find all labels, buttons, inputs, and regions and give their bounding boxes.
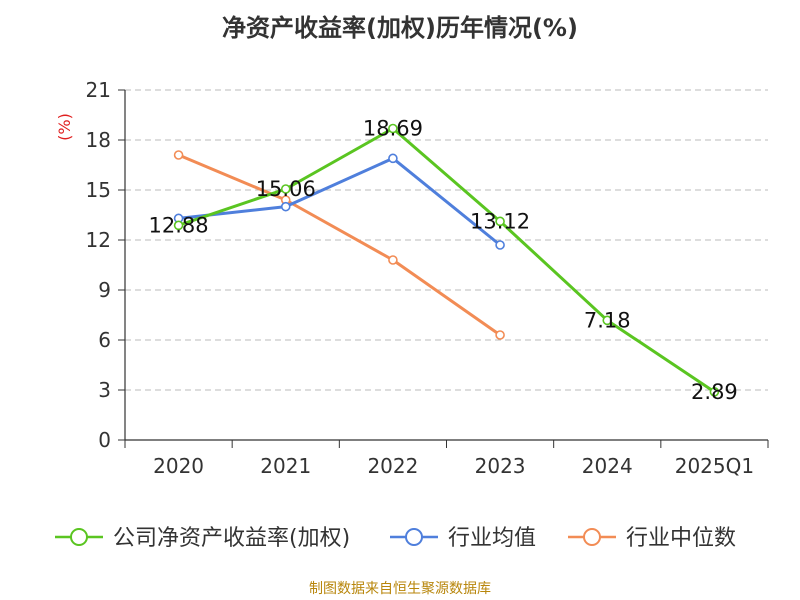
y-tick-label: 0 — [98, 428, 111, 452]
data-label: 18.69 — [363, 117, 423, 141]
grid-lines — [125, 89, 768, 391]
series-line-1 — [178, 156, 502, 247]
data-label: 15.06 — [256, 177, 316, 201]
data-point[interactable] — [495, 240, 505, 250]
legend-swatch-marker[interactable] — [583, 528, 601, 546]
y-tick-label: 15 — [86, 178, 111, 202]
axes: 0 3 6 9 12 15 18 21 (%) 2020 2021 2022 2023 2024 2025Q… — [55, 78, 769, 478]
series-line-0 — [178, 127, 716, 394]
x-tick-label: 2022 — [367, 454, 418, 478]
y-tick-label: 6 — [98, 328, 111, 352]
y-tick-label: 21 — [86, 78, 111, 102]
legend: 公司净资产收益率(加权) 行业均值 行业中位数 — [55, 526, 736, 551]
x-tick-label: 2025Q1 — [675, 454, 754, 478]
data-point[interactable] — [495, 216, 505, 227]
data-source-note: 制图数据来自恒生聚源数据库 — [309, 581, 491, 597]
y-tick-label: 18 — [86, 128, 111, 152]
y-axis-unit: (%) — [55, 113, 74, 141]
legend-swatch-marker[interactable] — [70, 528, 88, 546]
legend-label[interactable]: 行业均值 — [448, 526, 536, 551]
x-tick-label: 2024 — [582, 454, 633, 478]
data-label: 7.18 — [584, 308, 631, 332]
x-tick-label: 2021 — [260, 454, 311, 478]
data-point[interactable] — [388, 255, 398, 265]
series-layer: 12.88 15.06 18.69 13.12 7.18 2.89 — [149, 117, 738, 404]
data-point[interactable] — [173, 220, 184, 231]
data-label: 2.89 — [691, 380, 738, 404]
data-point[interactable] — [173, 150, 184, 160]
data-point[interactable] — [495, 330, 505, 340]
data-label: 12.88 — [149, 213, 209, 237]
y-tick-label: 3 — [98, 378, 111, 402]
x-tick-label: 2023 — [475, 454, 526, 478]
data-point[interactable] — [280, 184, 291, 194]
data-point[interactable] — [280, 201, 291, 212]
data-label: 13.12 — [470, 209, 530, 233]
chart-title: 净资产收益率(加权)历年情况(%) — [222, 14, 578, 42]
data-point[interactable] — [388, 123, 398, 134]
legend-swatch-marker[interactable] — [405, 528, 423, 546]
data-point[interactable] — [709, 387, 720, 397]
data-point[interactable] — [602, 315, 613, 326]
legend-label[interactable]: 行业中位数 — [626, 526, 736, 551]
x-tick-label: 2020 — [153, 454, 204, 478]
series-line-2 — [178, 153, 501, 337]
data-point[interactable] — [388, 153, 398, 164]
y-tick-label: 12 — [86, 228, 111, 252]
y-tick-label: 9 — [98, 278, 111, 302]
legend-label[interactable]: 公司净资产收益率(加权) — [113, 526, 350, 551]
